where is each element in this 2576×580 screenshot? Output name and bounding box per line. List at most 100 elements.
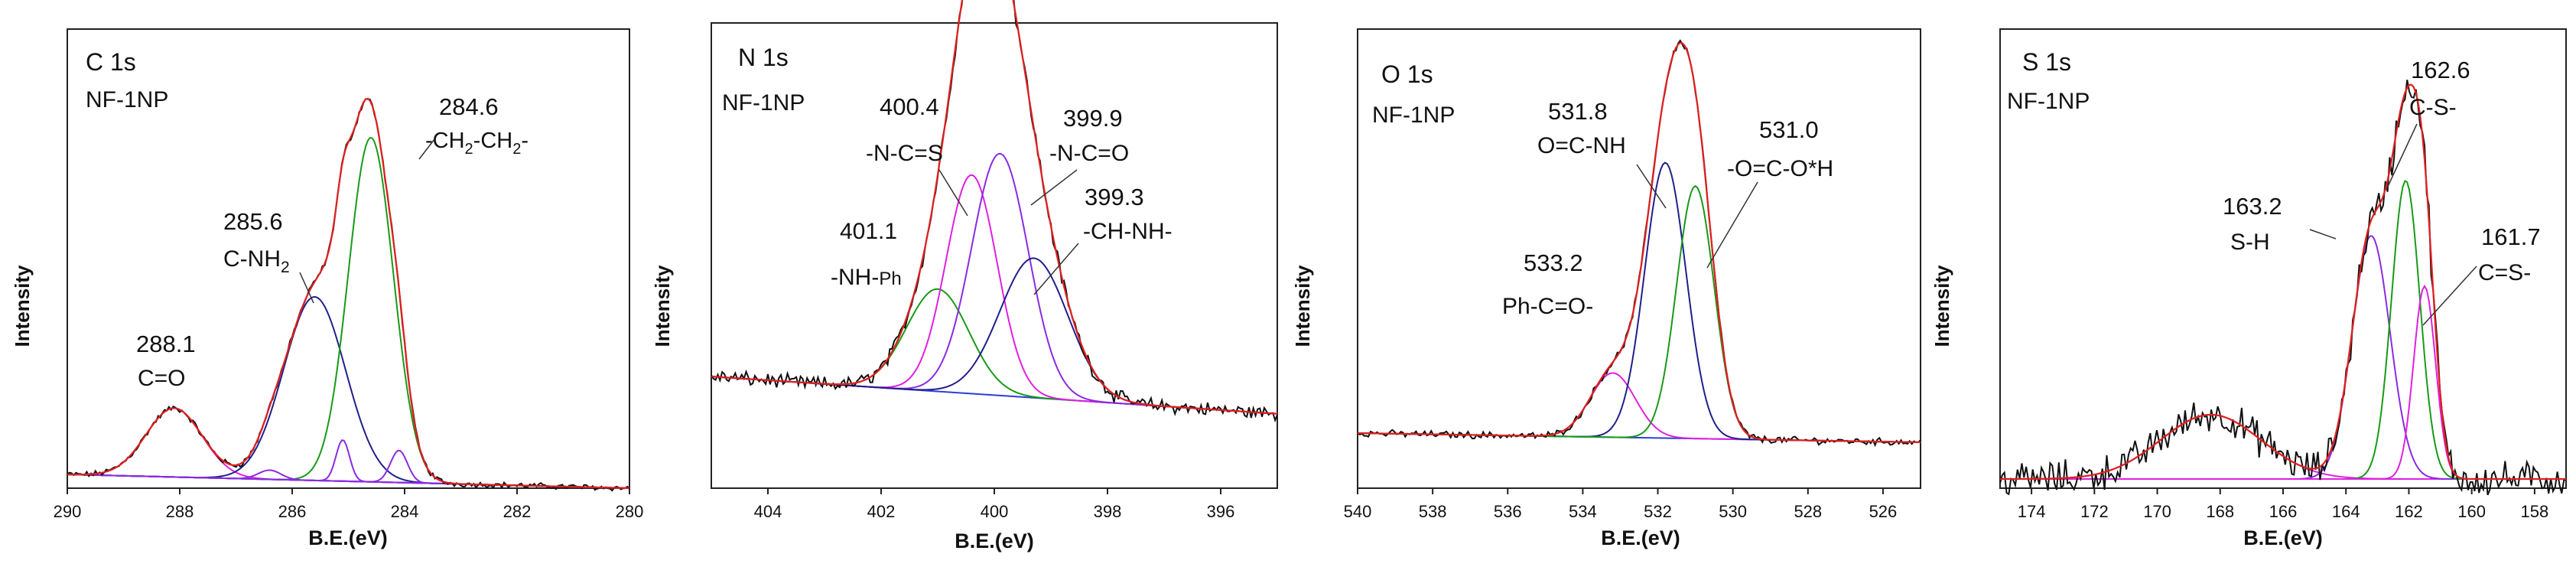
component-peak <box>67 136 630 489</box>
panel-title: N 1s <box>738 44 789 71</box>
fit-envelope <box>1999 83 2566 481</box>
panel-s1s: Intensity S 1s NF-1NP 162.6 C-S- 163.2 S… <box>1930 28 2567 549</box>
annotation-pointer <box>418 138 435 160</box>
component-peak <box>1999 414 2566 480</box>
peak-value-label: 162.6 <box>2411 57 2470 83</box>
plot-area <box>67 97 630 492</box>
peak-assignment-label: Ph-C=O- <box>1502 294 1593 319</box>
x-tick-label: 286 <box>278 502 307 521</box>
x-tick-label: 402 <box>867 502 896 521</box>
plot-area <box>1357 39 1921 448</box>
x-tick-label: 540 <box>1344 502 1372 521</box>
sample-label: NF-1NP <box>1372 103 1455 128</box>
peak-value-label: 533.2 <box>1524 249 1583 276</box>
panel-title: S 1s <box>2022 48 2071 76</box>
peak-assignment-label: S-H <box>2230 230 2270 255</box>
peak-value-label: 399.3 <box>1085 184 1144 210</box>
peak-value-label: 401.1 <box>840 219 897 244</box>
component-peak <box>1357 372 1921 443</box>
x-axis-label: B.E.(eV) <box>2243 526 2323 549</box>
raw-spectrum <box>1357 39 1921 448</box>
component-peak <box>67 449 630 489</box>
x-tick-label: 284 <box>391 502 419 521</box>
x-tick-label: 160 <box>2457 502 2486 521</box>
y-axis-label: Intensity <box>1930 265 1953 347</box>
peak-assignment-label: O=C-NH <box>1537 133 1626 158</box>
x-tick-label: 538 <box>1419 502 1447 521</box>
plot-area <box>1999 80 2567 496</box>
peak-value-label: 284.6 <box>439 93 499 120</box>
peak-value-label: 288.1 <box>136 331 196 357</box>
annotation-pointer <box>2309 229 2337 239</box>
sample-label: NF-1NP <box>86 87 168 112</box>
panel-n1s: Intensity N 1s NF-1NP 400.4 -N-C=S 399.9… <box>651 0 1278 552</box>
raw-spectrum <box>711 0 1278 423</box>
sample-label: NF-1NP <box>2007 89 2090 114</box>
annotation-pointer <box>299 272 314 304</box>
component-peak <box>67 295 630 489</box>
annotation-pointer <box>2386 123 2418 191</box>
x-tick-label: 168 <box>2206 502 2234 521</box>
annotation-pointer <box>1030 169 1078 206</box>
x-tick-label: 172 <box>2080 502 2109 521</box>
y-axis-label: Intensity <box>651 265 674 347</box>
peak-value-label: 285.6 <box>223 208 283 235</box>
peak-assignment-label: -NH-Ph <box>831 265 902 290</box>
plot-frame <box>67 28 630 489</box>
annotation-pointer <box>1033 243 1079 295</box>
x-tick-label: 526 <box>1869 502 1898 521</box>
panel-o1s: Intensity O 1s NF-1NP 531.8 O=C-NH 531.0… <box>1291 28 1921 549</box>
x-tick-label: 290 <box>54 502 82 521</box>
raw-spectrum <box>67 98 630 492</box>
x-axis-label: B.E.(eV) <box>955 529 1034 552</box>
peak-assignment-label: C=O <box>138 366 186 391</box>
x-axis-label: B.E.(eV) <box>1601 526 1680 549</box>
x-tick-label: 282 <box>503 502 532 521</box>
x-tick-label: 400 <box>981 502 1009 521</box>
fit-envelope <box>67 97 630 490</box>
peak-value-label: 163.2 <box>2223 193 2282 220</box>
peak-value-label: 531.8 <box>1548 98 1608 125</box>
x-axis-label: B.E.(eV) <box>308 526 388 549</box>
plot-area <box>711 0 1278 423</box>
x-tick-label: 396 <box>1207 502 1235 521</box>
peak-assignment-label: C=S- <box>2478 260 2531 285</box>
panel-c1s: Intensity C 1s NF-1NP 284.6 -CH2-CH2- 28… <box>11 28 644 549</box>
x-tick-label: 158 <box>2521 502 2549 521</box>
peak-value-label: 400.4 <box>880 93 939 120</box>
peak-value-label: 399.9 <box>1063 105 1123 132</box>
peak-assignment-label: -N-C=S <box>866 141 943 166</box>
x-tick-label: 170 <box>2143 502 2171 521</box>
x-tick-label: 288 <box>166 502 194 521</box>
x-tick-label: 280 <box>616 502 644 521</box>
x-tick-label: 532 <box>1644 502 1672 521</box>
component-peak <box>1357 161 1921 443</box>
raw-spectrum <box>1999 80 2567 496</box>
panel-title: C 1s <box>86 48 136 76</box>
peak-assignment-label: -CH2-CH2- <box>425 129 529 158</box>
peak-assignment-label: C-NH2 <box>223 246 290 276</box>
peak-value-label: 531.0 <box>1759 116 1819 143</box>
peak-assignment-label: C-S- <box>2409 95 2457 120</box>
x-tick-label: 162 <box>2395 502 2423 521</box>
annotation-pointer <box>938 169 968 217</box>
x-tick-label: 174 <box>2018 502 2046 521</box>
peak-assignment-label: -CH-NH- <box>1083 219 1173 244</box>
x-tick-label: 164 <box>2332 502 2360 521</box>
x-tick-label: 530 <box>1719 502 1747 521</box>
x-tick-label: 398 <box>1094 502 1122 521</box>
peak-assignment-label: -N-C=O <box>1049 141 1129 166</box>
peak-value-label: 161.7 <box>2481 223 2541 250</box>
fit-envelope <box>711 0 1278 415</box>
fit-envelope <box>1357 41 1921 444</box>
y-axis-label: Intensity <box>1291 265 1314 347</box>
panel-title: O 1s <box>1381 60 1433 88</box>
plot-frame <box>1357 28 1921 489</box>
x-tick-label: 404 <box>754 502 782 521</box>
x-tick-label: 166 <box>2269 502 2298 521</box>
annotation-pointer <box>1636 164 1667 209</box>
y-axis-label: Intensity <box>11 265 34 347</box>
peak-assignment-label: -O=C-O*H <box>1727 156 1833 181</box>
component-peak <box>711 257 1278 415</box>
